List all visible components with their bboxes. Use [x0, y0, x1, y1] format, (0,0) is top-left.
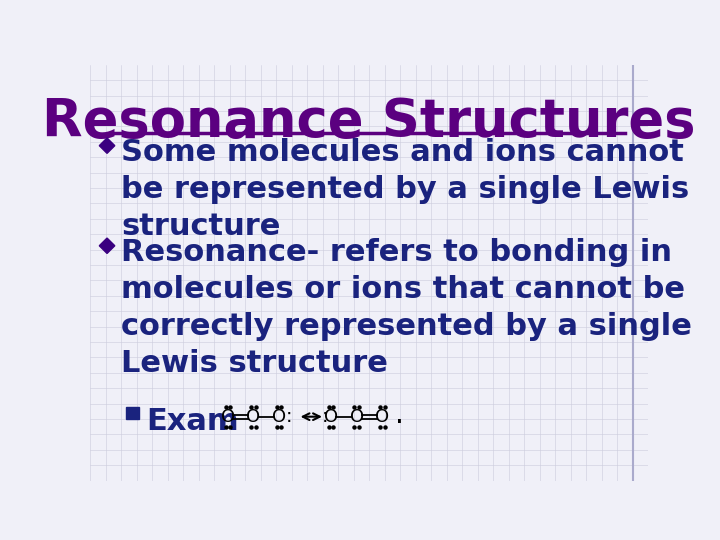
Text: .: .: [395, 401, 403, 429]
Text: Exam: Exam: [145, 407, 238, 436]
Polygon shape: [99, 238, 114, 253]
Text: :: :: [286, 407, 292, 426]
Polygon shape: [127, 407, 139, 419]
Text: O: O: [349, 408, 364, 426]
Text: Resonance Structures: Resonance Structures: [42, 96, 696, 147]
Text: O: O: [375, 408, 390, 426]
Text: Some molecules and ions cannot
be represented by a single Lewis
structure: Some molecules and ions cannot be repres…: [121, 138, 689, 241]
Text: O: O: [272, 408, 286, 426]
Text: :: :: [322, 407, 328, 426]
Text: Resonance- refers to bonding in
molecules or ions that cannot be
correctly repre: Resonance- refers to bonding in molecule…: [121, 238, 692, 378]
Text: O: O: [324, 408, 338, 426]
Text: O: O: [246, 408, 261, 426]
Polygon shape: [99, 138, 114, 153]
Text: O: O: [221, 408, 235, 426]
